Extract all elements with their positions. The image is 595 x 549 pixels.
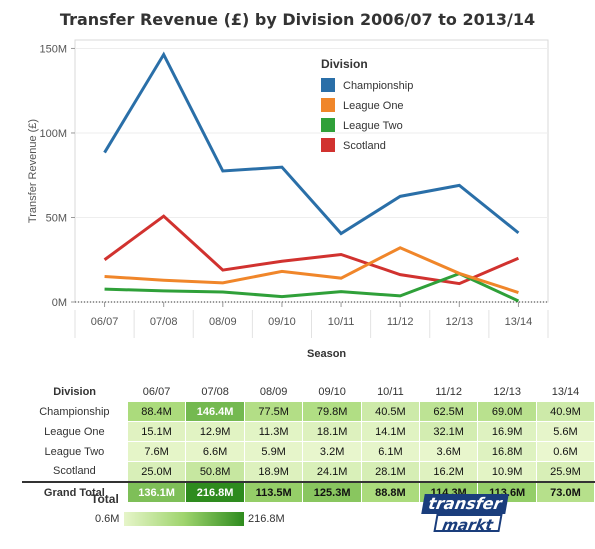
table-cell: 18.1M [302,421,362,442]
table-row: Championship 88.4M 146.4M 77.5M 79.8M 40.5M 62… [22,401,595,422]
table-cell: 5.9M [243,441,304,462]
x-tick-label: 12/13 [446,316,474,328]
y-tick-label: 150M [39,43,67,55]
legend-label: Championship [343,80,413,92]
y-axis-label: Transfer Revenue (£) [27,119,39,223]
revenue-table: Division 06/07 07/08 08/09 09/10 10/11 11/12 1… [22,382,595,503]
column-header: 10/11 [377,385,404,398]
table-cell: 24.1M [302,461,362,483]
table-cell: 136.1M [126,481,187,503]
table-cell: 15.1M [126,421,187,442]
table-cell: 14.1M [360,421,420,442]
table-row: League Two 7.6M 6.6M 5.9M 3.2M 6.1M 3.6M 16.8M 0… [22,441,595,462]
x-tick-label: 09/10 [268,316,296,328]
chart-title: Transfer Revenue (£) by Division 2006/07… [59,10,536,29]
legend-swatch [321,118,335,132]
table-row: League One 15.1M 12.9M 11.3M 18.1M 14.1M 32.1M… [22,421,595,442]
transfermarkt-logo[interactable]: transfer markt [421,494,509,534]
row-header: League One [44,425,105,438]
column-header: 12/13 [493,385,521,398]
table-cell: 18.9M [243,461,304,483]
column-header: 08/09 [259,385,288,398]
x-tick-label: 07/08 [150,316,178,328]
table-cell: 88.8M [360,481,420,503]
logo-line-2: markt [433,514,503,534]
table-cell: 16.9M [477,421,537,442]
legend-swatch [321,98,335,112]
y-tick-label: 100M [39,128,67,140]
table-cell: 16.2M [418,461,479,483]
table-cell: 28.1M [360,461,420,483]
color-legend-gradient [124,512,244,526]
column-header: 07/08 [201,385,229,398]
table-cell: 113.5M [243,481,304,503]
series-line-league-two [104,271,520,303]
x-tick-label: 10/11 [328,316,355,328]
x-tick-label: 13/14 [505,316,533,328]
series-line-league-one [104,246,519,294]
table-cell: 12.9M [185,421,245,442]
table-cell: 62.5M [418,401,479,422]
row-header: Scotland [52,465,96,478]
table-cell: 77.5M [243,401,304,422]
legend-label: League One [343,100,404,112]
table-cell: 146.4M [185,401,245,422]
y-tick-label: 50M [46,212,67,224]
table-cell: 32.1M [418,421,479,442]
table-cell: 79.8M [302,401,362,422]
table-header-row: Division 06/07 07/08 08/09 09/10 10/11 11/12 1… [22,382,595,402]
legend-swatch [321,78,335,92]
legend-swatch [321,138,335,152]
line-chart: 0M 50M 100M 150M Transfer Revenue (£) 06/07 07… [27,39,549,338]
table-cell: 88.4M [126,401,187,422]
table-cell: 5.6M [535,421,595,442]
column-header: 11/12 [435,385,463,398]
table-cell: 25.0M [126,461,187,483]
table-cell: 3.2M [302,441,362,462]
season-axis-title: Season [307,348,347,360]
table-cell: 11.3M [243,421,304,442]
legend-label: League Two [343,120,403,132]
series-line-championship [103,51,520,236]
table-cell: 10.9M [477,461,537,483]
table-cell: 73.0M [535,481,595,503]
table-cell: 3.6M [418,441,479,462]
table-cell: 16.8M [477,441,537,462]
color-legend-min: 0.6M [95,513,120,525]
legend-label: Scotland [343,140,386,152]
table-cell: 50.8M [185,461,245,483]
y-tick-label: 0M [52,297,67,309]
table-cell: 125.3M [302,481,362,503]
row-header: League Two [44,445,105,458]
logo-line-1: transfer [421,494,509,514]
table-cell: 0.6M [535,441,595,462]
grand-total-row: Grand Total 136.1M 216.8M 113.5M 125.3M 88.8M… [22,481,595,503]
column-header: 13/14 [551,385,580,398]
table-cell: 40.5M [360,401,420,422]
table-cell: 6.6M [185,441,245,462]
table-row: Scotland 25.0M 50.8M 18.9M 24.1M 28.1M 16.2M 10… [22,461,595,483]
series-line-scotland [103,214,520,286]
legend-title: Division [321,57,368,71]
color-legend-max: 216.8M [248,513,285,525]
x-tick-label: 08/09 [209,316,237,328]
x-tick-label: 11/12 [387,316,414,328]
color-legend-title: Total [91,492,119,506]
row-header: Championship [39,405,110,418]
table-cell: 25.9M [535,461,595,483]
table-cell: 7.6M [126,441,187,462]
division-header: Division [53,385,97,398]
x-tick-label: 06/07 [91,316,119,328]
table-cell: 69.0M [477,401,537,422]
table-cell: 216.8M [185,481,245,503]
column-header: 06/07 [142,385,171,398]
table-cell: 6.1M [360,441,420,462]
plot-frame [74,39,549,303]
row-header: Grand Total [22,481,128,503]
table-cell: 40.9M [535,401,595,422]
column-header: 09/10 [318,385,346,398]
